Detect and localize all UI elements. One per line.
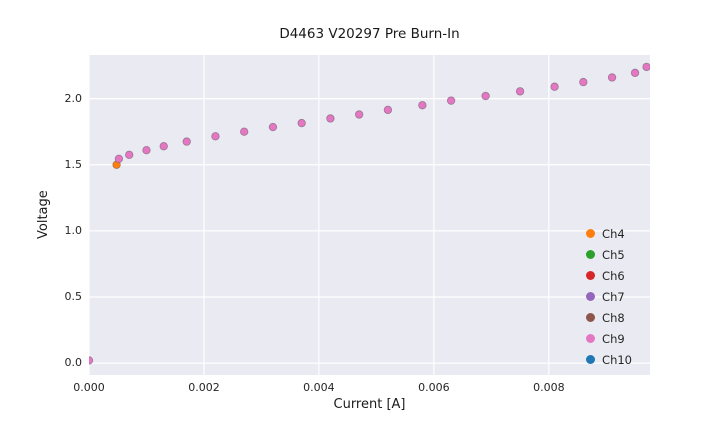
legend-item-ch9: Ch9 xyxy=(586,328,632,349)
y-tick-label: 2.0 xyxy=(64,91,83,105)
legend-swatch-icon xyxy=(586,250,596,259)
data-point-ch9 xyxy=(515,87,525,96)
legend-item-ch7: Ch7 xyxy=(586,286,632,307)
legend-swatch-icon xyxy=(586,355,596,364)
x-axis-label: Current [A] xyxy=(333,397,406,412)
data-point-ch9 xyxy=(630,68,640,78)
data-point-ch9 xyxy=(297,118,306,128)
data-point-ch9 xyxy=(446,96,456,105)
data-point-ch9 xyxy=(125,150,134,160)
data-point-ch9 xyxy=(268,122,278,132)
data-point-ch9 xyxy=(114,154,124,164)
legend-swatch-icon xyxy=(586,229,596,238)
x-tick-label: 0.000 xyxy=(73,381,105,394)
plot-area: Ch4 Ch5 Ch6 Ch7 Ch8 Ch9 Ch10 xyxy=(89,55,650,375)
legend-swatch-icon xyxy=(586,292,596,301)
y-tick-label: 0.5 xyxy=(64,289,83,303)
legend-item-ch4: Ch4 xyxy=(586,223,632,244)
data-point-ch9 xyxy=(182,137,191,146)
x-tick-label: 0.008 xyxy=(533,381,565,394)
data-point-ch9 xyxy=(142,146,151,155)
data-point-ch9 xyxy=(239,127,249,136)
data-point-ch9 xyxy=(579,77,588,87)
legend: Ch4 Ch5 Ch6 Ch7 Ch8 Ch9 Ch10 xyxy=(586,223,632,370)
data-point-ch9 xyxy=(89,356,94,365)
legend-label: Ch9 xyxy=(602,331,625,346)
data-point-ch9 xyxy=(481,91,490,101)
legend-swatch-icon xyxy=(586,334,596,343)
data-point-ch9 xyxy=(607,73,617,82)
legend-swatch-icon xyxy=(586,271,596,280)
y-tick-label: 1.0 xyxy=(64,223,83,237)
data-point-ch9 xyxy=(354,110,364,119)
scatter-plot xyxy=(89,55,650,375)
legend-item-ch10: Ch10 xyxy=(586,349,632,370)
legend-label: Ch4 xyxy=(602,226,625,241)
data-point-ch9 xyxy=(383,105,393,115)
legend-item-ch5: Ch5 xyxy=(586,244,632,265)
y-tick-label: 0.0 xyxy=(64,356,83,370)
data-point-ch9 xyxy=(642,62,650,72)
x-tick-label: 0.004 xyxy=(303,381,335,394)
y-tick-label: 1.5 xyxy=(64,157,83,171)
legend-label: Ch6 xyxy=(602,268,625,283)
legend-label: Ch10 xyxy=(602,352,632,367)
legend-item-ch8: Ch8 xyxy=(586,307,632,328)
x-tick-label: 0.002 xyxy=(188,381,220,394)
data-point-ch9 xyxy=(550,82,559,91)
data-point-ch9 xyxy=(159,142,168,151)
x-tick-label: 0.006 xyxy=(418,381,450,394)
data-point-ch9 xyxy=(211,132,220,141)
legend-label: Ch5 xyxy=(602,247,625,262)
data-point-ch9 xyxy=(326,114,335,123)
chart-title: D4463 V20297 Pre Burn-In xyxy=(279,26,460,42)
legend-item-ch6: Ch6 xyxy=(586,265,632,286)
legend-label: Ch7 xyxy=(602,289,625,304)
data-point-ch9 xyxy=(418,101,427,110)
legend-label: Ch8 xyxy=(602,310,625,325)
legend-swatch-icon xyxy=(586,313,596,322)
